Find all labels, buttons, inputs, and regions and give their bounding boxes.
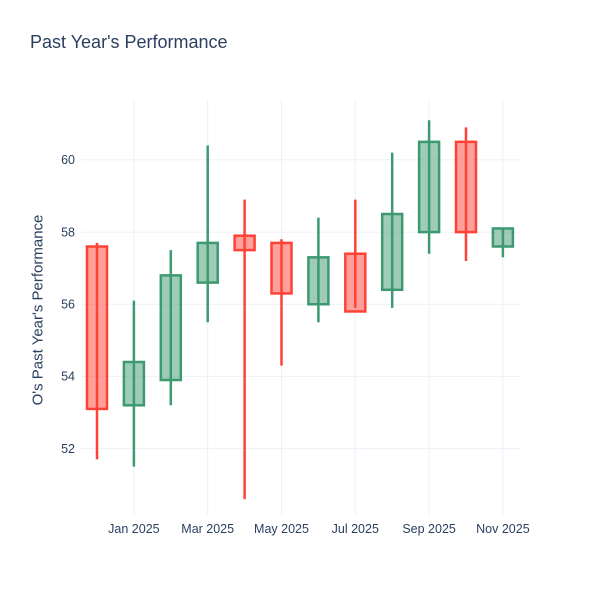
candle-feb-2025[interactable] xyxy=(159,250,183,406)
candle-body xyxy=(196,241,219,284)
candle-jul-2025[interactable] xyxy=(344,199,367,313)
candle-jan-2025[interactable] xyxy=(122,300,146,467)
candle-dec-2024[interactable] xyxy=(85,242,109,460)
y-tick-label: 58 xyxy=(61,225,75,239)
chart-title: Past Year's Performance xyxy=(30,32,228,52)
x-tick-label: Nov 2025 xyxy=(476,522,530,536)
candle-aug-2025[interactable] xyxy=(380,152,404,308)
candle-apr-2025[interactable] xyxy=(233,199,256,500)
candle-oct-2025[interactable] xyxy=(454,127,478,261)
candle-body xyxy=(417,140,441,234)
y-tick-label: 52 xyxy=(61,442,75,456)
candle-body xyxy=(233,234,256,252)
x-tick-label: Sep 2025 xyxy=(402,522,456,536)
candle-body xyxy=(491,227,515,248)
candle-body xyxy=(122,360,146,407)
x-tick-label: Jul 2025 xyxy=(332,522,379,536)
candle-body xyxy=(85,245,109,411)
candle-body xyxy=(307,256,330,306)
candle-may-2025[interactable] xyxy=(270,239,293,366)
candle-body xyxy=(380,212,404,292)
candle-mar-2025[interactable] xyxy=(196,145,219,323)
candle-sep-2025[interactable] xyxy=(417,120,441,254)
candle-body xyxy=(454,140,478,234)
candle-body xyxy=(344,252,367,313)
x-tick-label: Mar 2025 xyxy=(181,522,234,536)
candle-body xyxy=(270,241,293,295)
x-tick-label: May 2025 xyxy=(254,522,309,536)
y-axis-title: O's Past Year's Performance xyxy=(29,214,47,406)
candle-jun-2025[interactable] xyxy=(307,217,330,323)
candle-nov-2025[interactable] xyxy=(491,227,515,258)
y-tick-label: 56 xyxy=(61,298,75,312)
y-tick-label: 54 xyxy=(61,370,75,384)
x-tick-label: Jan 2025 xyxy=(108,522,159,536)
y-tick-label: 60 xyxy=(61,153,75,167)
candle-body xyxy=(159,274,183,382)
